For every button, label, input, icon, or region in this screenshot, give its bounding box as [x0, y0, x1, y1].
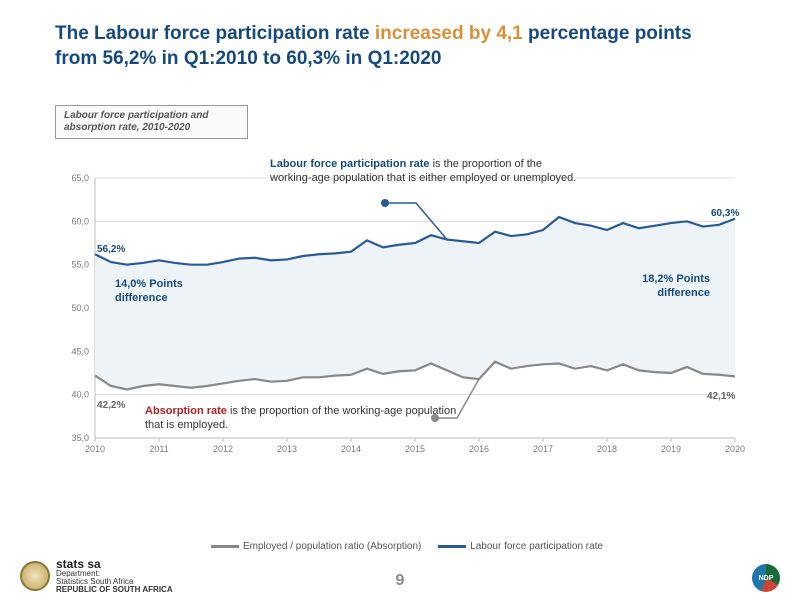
ndp-logo-icon: NDP: [752, 564, 780, 592]
line-chart: 35,0 40,0 45,0 50,0 55,0 60,0 65,0 2010 2011 2012…: [55, 158, 755, 488]
svg-text:2010: 2010: [85, 444, 105, 454]
slide-title: The Labour force participation rate incr…: [55, 22, 735, 71]
svg-text:40,0: 40,0: [71, 390, 89, 400]
svg-text:2013: 2013: [277, 444, 297, 454]
legend-label-0: Employed / population ratio (Absorption): [243, 541, 421, 552]
svg-text:2020: 2020: [725, 444, 745, 454]
svg-text:2016: 2016: [469, 444, 489, 454]
stats-sa-logo: stats sa Department: Statistics South Af…: [20, 558, 173, 594]
lfpr-def-lead: Labour force participation rate: [270, 158, 430, 170]
svg-text:65,0: 65,0: [71, 173, 89, 183]
lfpr-definition: Labour force participation rate is the p…: [270, 158, 580, 186]
chart-subtitle-box: Labour force participation and absorptio…: [55, 105, 248, 139]
svg-text:2015: 2015: [405, 444, 425, 454]
svg-text:2014: 2014: [341, 444, 361, 454]
absorp-def-lead: Absorption rate: [145, 405, 227, 417]
absorp-end-label: 42,1%: [707, 391, 735, 402]
lfpr-start-label: 56,2%: [97, 244, 125, 255]
absorption-definition: Absorption rate is the proportion of the…: [145, 405, 475, 433]
legend-label-1: Labour force participation rate: [470, 541, 603, 552]
coat-of-arms-icon: [20, 561, 50, 591]
lfpr-end-label: 60,3%: [711, 208, 739, 219]
legend-swatch-1: [438, 545, 466, 548]
chart-container: 35,0 40,0 45,0 50,0 55,0 60,0 65,0 2010 2011 2012…: [55, 158, 755, 488]
svg-text:60,0: 60,0: [71, 216, 89, 226]
svg-text:2018: 2018: [597, 444, 617, 454]
stats-sa-text: stats sa Department: Statistics South Af…: [56, 558, 173, 594]
absorp-start-label: 42,2%: [97, 400, 125, 411]
diff-right-label: 18,2% Points difference: [610, 273, 710, 301]
title-pre: The Labour force participation rate: [55, 23, 375, 44]
svg-text:35,0: 35,0: [71, 433, 89, 443]
svg-text:45,0: 45,0: [71, 346, 89, 356]
svg-text:50,0: 50,0: [71, 303, 89, 313]
svg-text:55,0: 55,0: [71, 260, 89, 270]
svg-text:2017: 2017: [533, 444, 553, 454]
svg-text:2011: 2011: [149, 444, 168, 454]
title-highlight: increased by 4,1: [375, 23, 523, 44]
slide-footer: 9 stats sa Department: Statistics South …: [0, 560, 800, 600]
dept-line3: REPUBLIC OF SOUTH AFRICA: [56, 586, 173, 594]
chart-legend: Employed / population ratio (Absorption)…: [0, 541, 800, 552]
svg-text:2019: 2019: [661, 444, 681, 454]
diff-left-label: 14,0% Points difference: [115, 278, 205, 306]
legend-swatch-0: [211, 545, 239, 548]
ndp-text: NDP: [759, 575, 774, 582]
svg-text:2012: 2012: [213, 444, 233, 454]
